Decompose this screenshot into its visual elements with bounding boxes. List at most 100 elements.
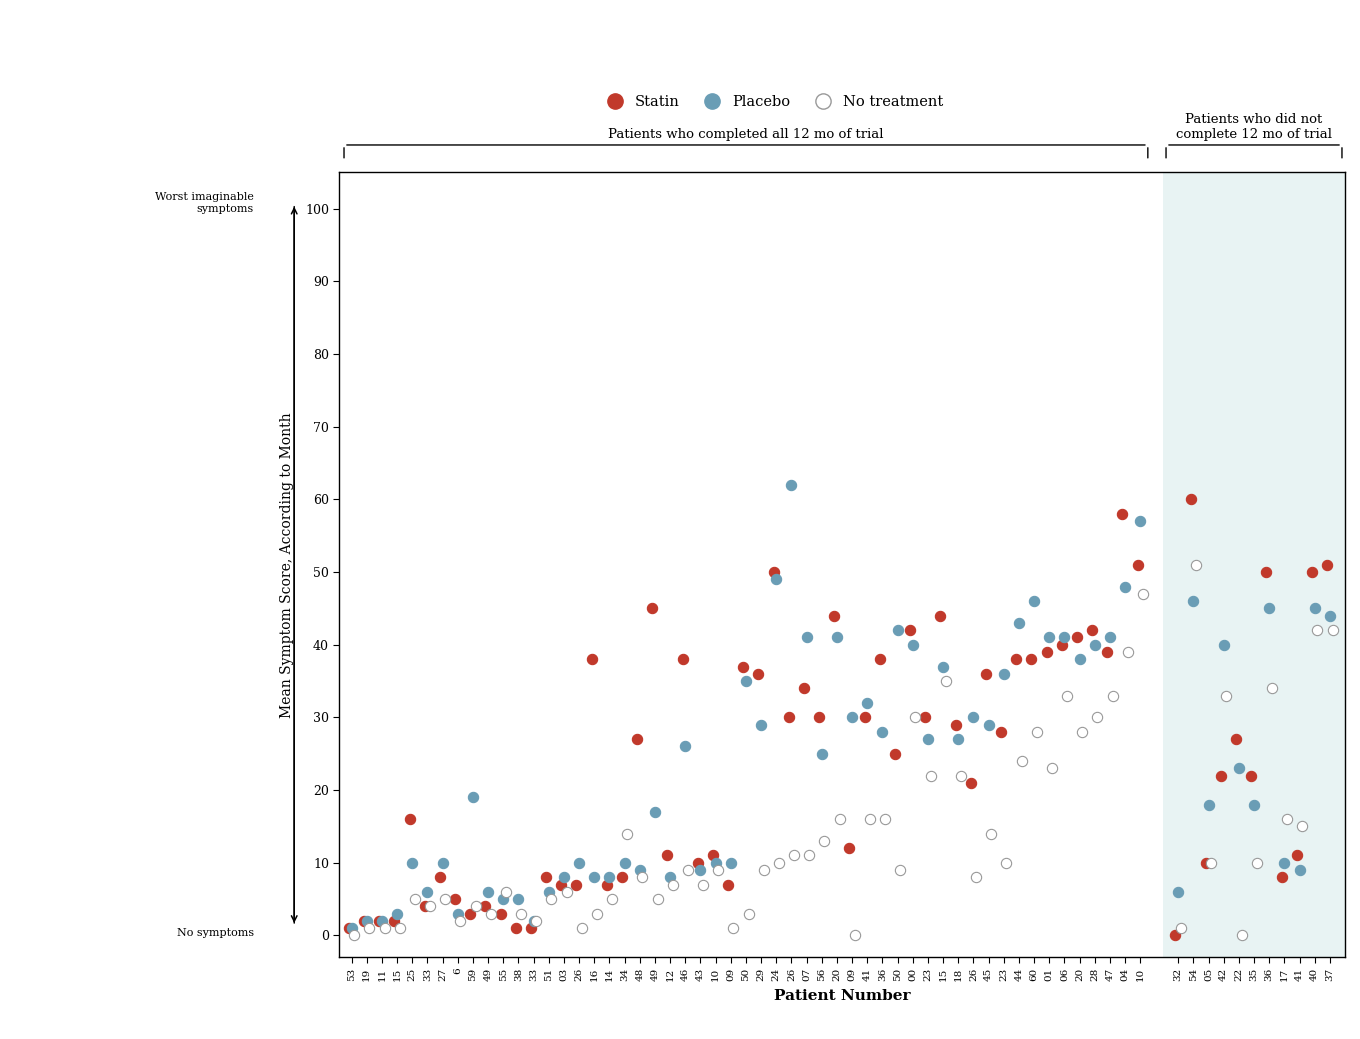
- Statin: [854, 709, 876, 725]
- Placebo: [1054, 630, 1076, 646]
- No treatment: [919, 767, 941, 783]
- Placebo: [978, 716, 1000, 732]
- No treatment: [495, 883, 517, 900]
- No treatment: [450, 912, 472, 929]
- Statin: [1096, 644, 1118, 661]
- Placebo: [993, 666, 1015, 683]
- No treatment: [1132, 586, 1153, 603]
- Statin: [460, 905, 481, 922]
- Placebo: [568, 854, 590, 871]
- Placebo: [872, 723, 894, 740]
- No treatment: [556, 883, 578, 900]
- Placebo: [719, 854, 741, 871]
- Statin: [520, 920, 541, 936]
- Statin: [823, 608, 845, 624]
- Placebo: [1039, 630, 1061, 646]
- Point: [1228, 760, 1250, 776]
- No treatment: [359, 920, 381, 936]
- Placebo: [1069, 651, 1091, 668]
- Statin: [899, 622, 921, 639]
- Text: Worst imaginable
symptoms: Worst imaginable symptoms: [155, 192, 254, 214]
- Statin: [490, 905, 511, 922]
- No treatment: [419, 898, 441, 914]
- Placebo: [613, 854, 635, 871]
- No treatment: [631, 869, 653, 885]
- No treatment: [996, 854, 1017, 871]
- Point: [1258, 601, 1280, 617]
- No treatment: [828, 810, 850, 827]
- Placebo: [462, 789, 484, 805]
- Statin: [398, 810, 420, 827]
- Statin: [1126, 557, 1148, 574]
- X-axis label: Patient Number: Patient Number: [774, 989, 910, 1004]
- Point: [1182, 593, 1204, 610]
- Statin: [808, 709, 830, 725]
- Placebo: [842, 709, 864, 725]
- No treatment: [707, 861, 729, 878]
- Statin: [929, 608, 951, 624]
- No treatment: [662, 876, 684, 893]
- Statin: [1005, 651, 1027, 668]
- Statin: [566, 876, 588, 893]
- Point: [1198, 796, 1220, 812]
- No treatment: [571, 920, 593, 936]
- No treatment: [374, 920, 396, 936]
- Statin: [884, 745, 906, 762]
- Point: [1273, 854, 1295, 871]
- Text: No symptoms: No symptoms: [177, 928, 254, 937]
- No treatment: [480, 905, 502, 922]
- Point: [1255, 564, 1277, 581]
- No treatment: [934, 673, 956, 690]
- Placebo: [690, 861, 711, 878]
- No treatment: [692, 876, 714, 893]
- Statin: [534, 869, 556, 885]
- Placebo: [796, 630, 817, 646]
- No treatment: [389, 920, 411, 936]
- Statin: [596, 876, 617, 893]
- No treatment: [966, 869, 987, 885]
- Statin: [354, 912, 375, 929]
- No treatment: [1042, 760, 1064, 776]
- Point: [1179, 491, 1201, 508]
- Statin: [505, 920, 526, 936]
- Point: [1316, 557, 1338, 574]
- Statin: [581, 651, 602, 668]
- Statin: [672, 651, 694, 668]
- Statin: [413, 898, 435, 914]
- Placebo: [887, 622, 908, 639]
- Statin: [975, 666, 997, 683]
- Placebo: [781, 477, 802, 494]
- Point: [1195, 854, 1217, 871]
- No treatment: [722, 920, 744, 936]
- No treatment: [344, 927, 366, 943]
- Statin: [611, 869, 632, 885]
- No treatment: [677, 861, 699, 878]
- Point: [1240, 767, 1262, 783]
- No treatment: [541, 890, 563, 907]
- No treatment: [813, 832, 835, 849]
- Placebo: [811, 745, 832, 762]
- Point: [1185, 557, 1206, 574]
- Statin: [428, 869, 450, 885]
- Statin: [551, 876, 573, 893]
- No treatment: [1025, 723, 1047, 740]
- Placebo: [386, 905, 408, 922]
- Placebo: [675, 738, 696, 754]
- No treatment: [1087, 709, 1108, 725]
- Placebo: [1114, 579, 1136, 595]
- Placebo: [416, 883, 438, 900]
- Statin: [869, 651, 891, 668]
- Placebo: [341, 920, 363, 936]
- Statin: [763, 564, 785, 581]
- Statin: [445, 890, 466, 907]
- Placebo: [963, 709, 985, 725]
- No treatment: [586, 905, 608, 922]
- Point: [1289, 861, 1311, 878]
- Text: Patients who did not
complete 12 mo of trial: Patients who did not complete 12 mo of t…: [1176, 113, 1331, 141]
- Point: [1292, 818, 1314, 834]
- Point: [1319, 608, 1341, 624]
- Placebo: [645, 803, 666, 820]
- Point: [1164, 927, 1186, 943]
- No treatment: [889, 861, 911, 878]
- Point: [1170, 920, 1191, 936]
